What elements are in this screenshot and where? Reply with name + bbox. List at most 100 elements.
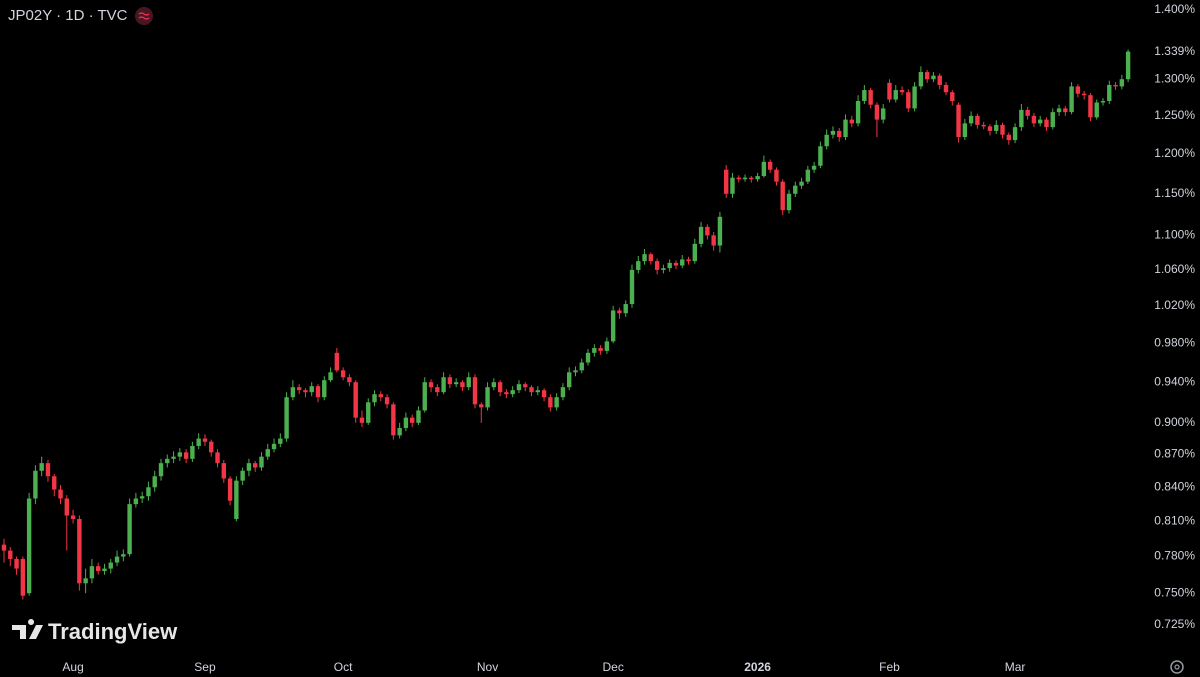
candle-body [667,262,672,269]
candle-body [165,458,170,464]
candle-body [39,463,44,471]
candle-body [102,568,107,572]
candle-body [1050,112,1055,128]
candle-body [52,476,57,490]
candle-body [340,370,346,378]
y-tick-label: 0.840% [1154,479,1195,493]
candle-body [887,82,892,100]
candle-body [70,515,76,519]
y-tick-label: 1.300% [1154,71,1195,85]
candle-body [950,92,955,102]
candle-body [202,438,208,442]
candle-body [485,387,490,408]
candle-body [698,226,704,244]
watermark-text: TradingView [48,619,178,644]
candle-body [89,566,95,579]
candle-body [742,177,748,180]
last-price-label: 1.339% [1154,44,1195,58]
candle-body [1063,108,1068,113]
candle-body [453,382,459,385]
candle-body [1044,119,1049,128]
candle-body [516,384,522,391]
candle-body [592,348,597,353]
candle-body [567,372,572,388]
y-tick-label: 0.725% [1154,617,1195,631]
candle-body [271,443,277,450]
y-tick-label: 1.400% [1154,2,1195,16]
candle-body [523,384,528,388]
candle-body [303,390,308,393]
candle-body [956,104,961,138]
x-tick-label: Feb [879,660,900,674]
candle-body [290,387,296,398]
candle-body [296,387,302,391]
candle-body [975,115,980,125]
candle-body [1113,84,1118,87]
candle-body [1012,127,1018,141]
candle-body [755,176,760,180]
candle-body [309,386,314,393]
candle-body [912,86,917,109]
candle-body [786,193,792,211]
candle-body [968,115,974,124]
candle-body [460,382,465,388]
candle-body [466,377,471,388]
candle-body [221,463,226,479]
y-tick-label: 1.250% [1154,108,1195,122]
candle-body [334,352,340,371]
candle-body [1107,84,1112,102]
candle-body [617,310,622,314]
candle-body [1075,86,1081,94]
candle-body [1119,79,1125,87]
candle-body [730,177,735,194]
candle-body [359,417,365,423]
y-tick-label: 1.060% [1154,262,1195,276]
candle-body [96,566,101,572]
candle-body [761,161,767,177]
candle-body [114,556,120,563]
candle-body [874,104,880,120]
candle-body [943,84,949,93]
candle-body [610,310,616,342]
candle-body [648,254,654,262]
candle-body [987,126,993,131]
candle-body [77,518,82,584]
candle-body [767,161,773,170]
candle-body [1019,109,1024,128]
candle-body [868,90,873,105]
candle-body [278,438,283,444]
candle-body [171,456,176,459]
settings-icon[interactable] [1170,660,1184,674]
candle-body [811,165,817,170]
candle-body [64,498,69,516]
candle-body [906,92,911,109]
candle-body [246,463,252,471]
symbol-icon-mark [138,12,150,20]
candle-body [1,544,7,551]
candle-body [654,261,660,270]
candle-body [548,397,553,408]
candle-body [1025,109,1030,116]
last-price-badge [1150,42,1200,61]
y-tick-label: 0.750% [1154,585,1195,599]
settings-gear[interactable] [1170,660,1184,674]
candle-body [1000,124,1005,135]
candle-body [1081,93,1087,96]
candle-body [529,387,534,393]
candle-body [366,402,371,423]
candle-body [190,445,195,459]
candle-body [133,498,139,505]
candle-body [14,558,19,569]
settings-gear-center[interactable] [1174,664,1180,670]
candle-body [416,410,421,423]
candle-body [642,254,647,262]
watermark: TradingView [12,619,178,644]
candle-body [780,181,785,211]
x-tick-label: Aug [62,660,83,674]
y-tick-label: 0.900% [1154,415,1195,429]
x-tick-label: Mar [1005,660,1026,674]
candle-body [604,341,610,351]
candle-body [121,554,126,557]
candle-body [855,101,861,124]
candle-body [215,452,220,464]
